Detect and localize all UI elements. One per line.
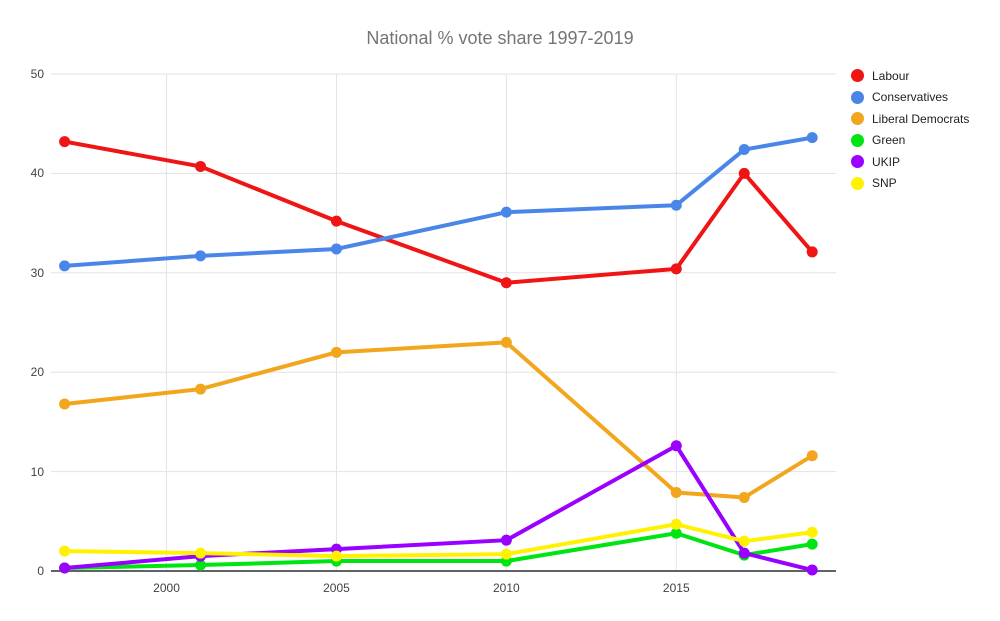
legend-item-labour[interactable]: Labour [851, 68, 969, 83]
data-point-snp-2017[interactable] [738, 535, 750, 547]
legend-item-green[interactable]: Green [851, 133, 969, 148]
legend-swatch-icon [851, 155, 864, 168]
data-point-labour-2005[interactable] [330, 215, 342, 227]
legend-item-conservatives[interactable]: Conservatives [851, 90, 969, 105]
y-tick-label-20: 20 [30, 365, 44, 380]
legend-swatch-icon [851, 69, 864, 82]
data-point-snp-2015[interactable] [670, 518, 682, 530]
y-tick-label-0: 0 [37, 564, 44, 578]
data-point-labour-2001[interactable] [195, 160, 207, 172]
data-point-ukip-2015[interactable] [670, 440, 682, 452]
legend-swatch-icon [851, 133, 864, 147]
data-point-ukip-2019[interactable] [806, 564, 818, 576]
chart-title: National % vote share 1997-2019 [366, 28, 634, 48]
data-point-labour-2010[interactable] [500, 277, 512, 289]
legend-item-ukip[interactable]: UKIP [851, 154, 969, 169]
data-point-conservatives-2005[interactable] [330, 243, 342, 255]
legend-item-liberal-democrats[interactable]: Liberal Democrats [851, 111, 969, 126]
data-point-liberal-democrats-2017[interactable] [738, 491, 750, 503]
x-tick-label-2010: 2010 [493, 581, 520, 595]
data-point-snp-2019[interactable] [806, 526, 818, 538]
legend-label: Conservatives [872, 90, 949, 104]
data-point-conservatives-2019[interactable] [806, 132, 818, 144]
data-point-conservatives-2001[interactable] [195, 250, 207, 262]
series-line-conservatives [62, 135, 815, 268]
data-point-labour-2017[interactable] [738, 167, 750, 179]
legend-label: Liberal Democrats [872, 111, 970, 126]
data-point-conservatives-2017[interactable] [738, 144, 750, 156]
series-line-green [62, 531, 815, 571]
data-point-snp-1997[interactable] [59, 545, 71, 557]
x-tick-label-2000: 2000 [153, 581, 180, 595]
data-point-conservatives-2015[interactable] [670, 199, 682, 211]
data-point-green-2001[interactable] [195, 559, 207, 571]
legend-swatch-icon [851, 176, 864, 190]
x-tick-label-2015: 2015 [662, 581, 690, 595]
data-point-liberal-democrats-1997[interactable] [59, 398, 71, 410]
data-point-liberal-democrats-2001[interactable] [195, 383, 207, 395]
data-point-liberal-democrats-2005[interactable] [330, 346, 342, 358]
y-tick-label-50: 50 [30, 67, 44, 81]
data-point-ukip-2010[interactable] [500, 534, 512, 546]
legend-label: SNP [872, 176, 897, 190]
legend-label: Green [872, 133, 906, 147]
data-point-conservatives-2010[interactable] [500, 206, 512, 218]
y-tick-label-10: 10 [30, 464, 44, 479]
data-point-liberal-democrats-2010[interactable] [500, 336, 512, 348]
data-point-green-2015[interactable] [670, 527, 682, 539]
data-point-ukip-2017[interactable] [738, 547, 750, 559]
legend: Labour Conservatives Liberal Democrats Gree… [851, 68, 969, 197]
data-point-conservatives-1997[interactable] [59, 260, 71, 272]
series-line-liberal-democrats [62, 340, 815, 500]
data-point-liberal-democrats-2019[interactable] [806, 450, 818, 462]
data-point-green-2019[interactable] [806, 538, 818, 550]
data-point-liberal-democrats-2015[interactable] [670, 486, 682, 498]
y-tick-label-30: 30 [30, 265, 44, 280]
data-point-labour-1997[interactable] [59, 136, 71, 148]
x-tick-label-2005: 2005 [323, 581, 350, 595]
data-point-labour-2015[interactable] [670, 263, 682, 275]
data-point-snp-2005[interactable] [330, 550, 342, 562]
legend-item-snp[interactable]: SNP [851, 176, 969, 191]
data-point-labour-2019[interactable] [806, 246, 818, 258]
legend-label: UKIP [872, 154, 901, 169]
series-line-labour [62, 139, 815, 285]
data-point-ukip-1997[interactable] [59, 562, 71, 574]
y-tick-label-40: 40 [30, 166, 44, 181]
legend-swatch-icon [851, 90, 864, 104]
data-point-snp-2001[interactable] [195, 547, 207, 559]
data-point-snp-2010[interactable] [500, 548, 512, 560]
legend-swatch-icon [851, 112, 864, 125]
legend-label: Labour [872, 68, 910, 83]
